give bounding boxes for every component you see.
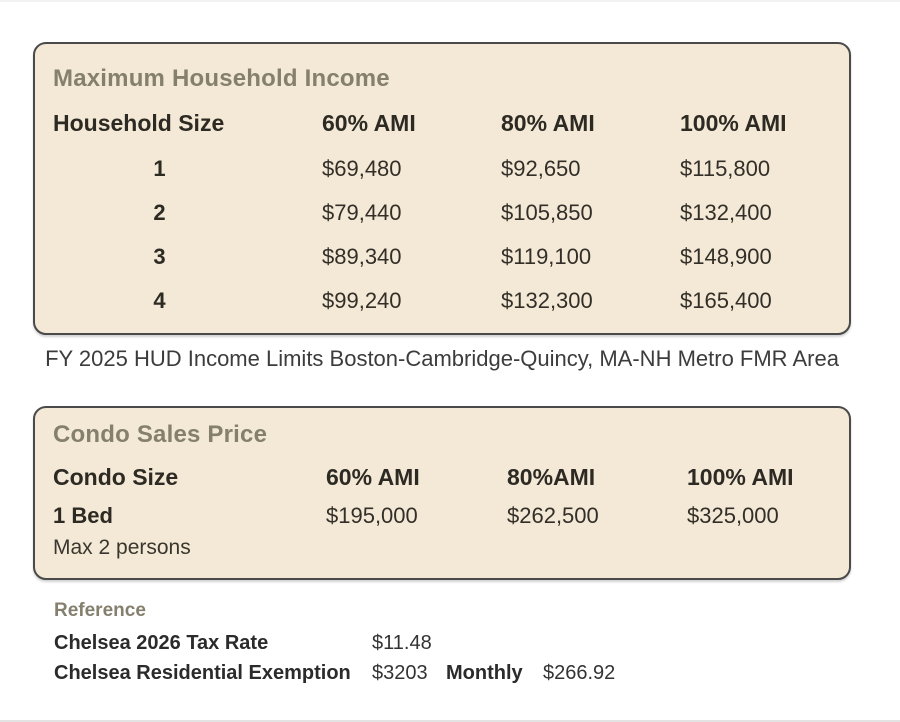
residential-exemption-value: $3203 <box>372 661 428 684</box>
income-table-row: 1 $69,480 $92,650 $115,800 <box>53 147 849 191</box>
income-100ami-value: $132,400 <box>680 200 772 225</box>
income-80ami-value: $119,100 <box>501 244 592 269</box>
condo-header-100ami: 100% AMI <box>687 463 794 490</box>
condo-table-header-row: Condo Size 60% AMI 80%AMI 100% AMI <box>53 462 849 492</box>
income-panel-title: Maximum Household Income <box>53 65 390 92</box>
income-100ami-value: $165,400 <box>680 288 772 313</box>
income-limits-panel: Maximum Household Income Household Size … <box>33 42 851 335</box>
income-header-60ami: 60% AMI <box>322 109 416 136</box>
condo-panel-title: Condo Sales Price <box>53 421 268 448</box>
reference-row: Chelsea 2026 Tax Rate $11.48 <box>54 628 754 658</box>
condo-60ami-price: $195,000 <box>326 503 418 528</box>
condo-size-value: 1 Bed <box>53 503 113 528</box>
tax-rate-value: $11.48 <box>372 631 432 654</box>
income-80ami-value: $132,300 <box>501 288 593 313</box>
household-size-value: 3 <box>153 244 166 269</box>
income-100ami-value: $148,900 <box>680 244 772 269</box>
income-table-row: 4 $99,240 $132,300 $165,400 <box>53 279 849 323</box>
reference-row: Chelsea Residential Exemption $3203 Mont… <box>54 658 754 688</box>
income-80ami-value: $92,650 <box>501 156 581 181</box>
income-table-header-row: Household Size 60% AMI 80% AMI 100% AMI <box>53 108 849 138</box>
income-60ami-value: $89,340 <box>322 244 402 269</box>
income-60ami-value: $69,480 <box>322 156 402 181</box>
household-size-value: 2 <box>153 200 166 225</box>
condo-price-panel: Condo Sales Price Condo Size 60% AMI 80%… <box>33 406 851 580</box>
condo-occupancy-note: Max 2 persons <box>53 536 191 559</box>
tax-rate-label: Chelsea 2026 Tax Rate <box>54 631 269 654</box>
monthly-label: Monthly <box>446 661 523 684</box>
reference-title: Reference <box>54 600 146 621</box>
income-header-100ami: 100% AMI <box>680 109 787 136</box>
income-table-row: 2 $79,440 $105,850 $132,400 <box>53 191 849 235</box>
condo-header-60ami: 60% AMI <box>326 463 420 490</box>
income-limits-caption: FY 2025 HUD Income Limits Boston-Cambrid… <box>45 346 839 371</box>
household-size-value: 1 <box>153 156 166 181</box>
income-60ami-value: $99,240 <box>322 288 402 313</box>
condo-80ami-price: $262,500 <box>507 503 599 528</box>
condo-table-row: 1 Bed $195,000 $262,500 $325,000 <box>53 500 849 532</box>
monthly-value: $266.92 <box>543 661 616 684</box>
income-table-row: 3 $89,340 $119,100 $148,900 <box>53 235 849 279</box>
income-80ami-value: $105,850 <box>501 200 593 225</box>
income-60ami-value: $79,440 <box>322 200 402 225</box>
income-header-80ami: 80% AMI <box>501 109 595 136</box>
condo-header-size: Condo Size <box>53 463 179 490</box>
income-header-household-size: Household Size <box>53 109 225 136</box>
income-100ami-value: $115,800 <box>680 156 771 181</box>
condo-100ami-price: $325,000 <box>687 503 779 528</box>
household-size-value: 4 <box>153 288 166 313</box>
residential-exemption-label: Chelsea Residential Exemption <box>54 661 351 684</box>
reference-section: Reference Chelsea 2026 Tax Rate $11.48 C… <box>54 598 754 688</box>
condo-header-80ami: 80%AMI <box>507 463 596 490</box>
